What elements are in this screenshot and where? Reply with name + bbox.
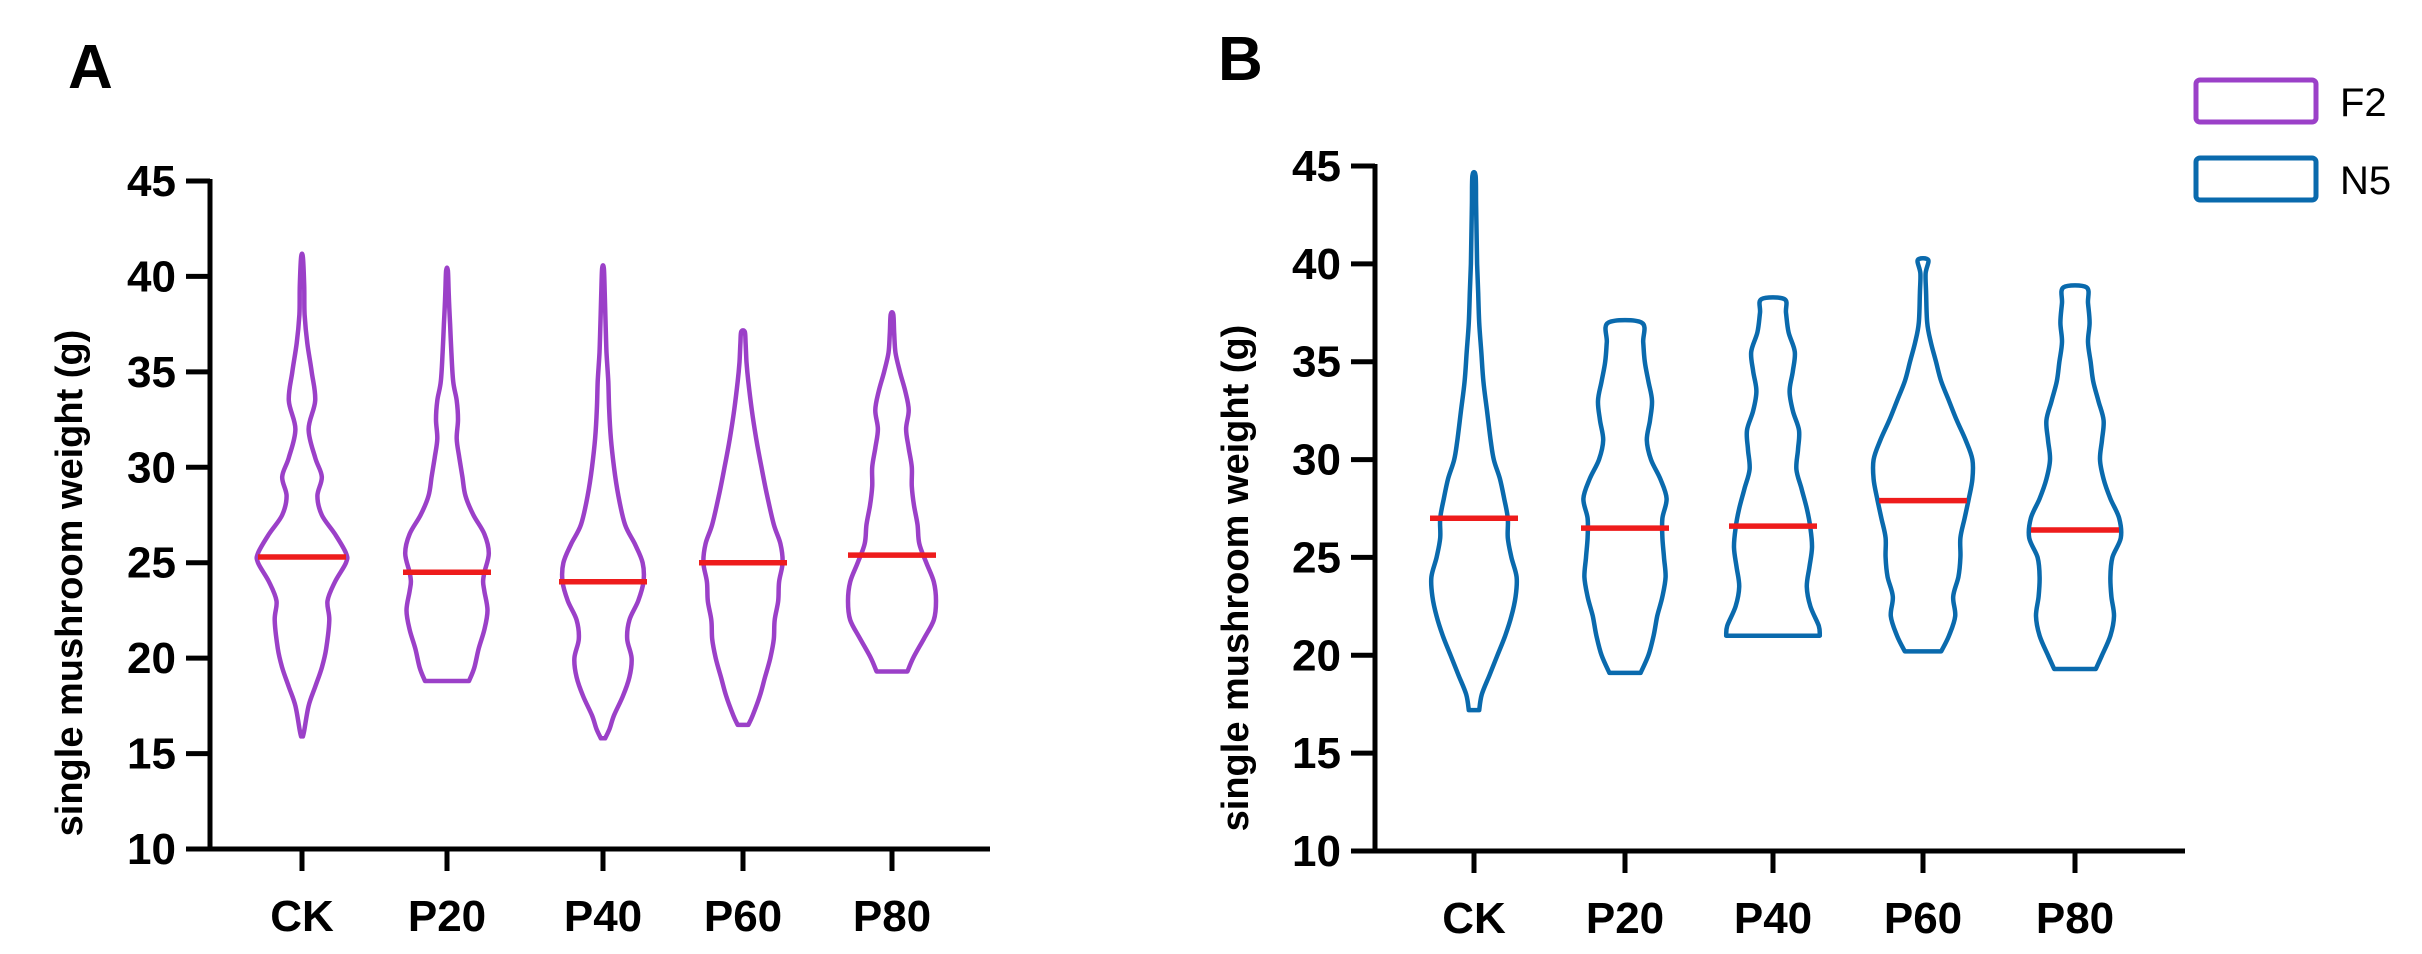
panel-b-violins <box>1428 169 2124 713</box>
violin-n5-p20 <box>1581 317 1669 676</box>
panel-a-axes: 10 15 20 25 30 35 40 45 CK P20 P40 P60 P80 <box>127 157 990 941</box>
y-tick-label: 25 <box>127 539 176 588</box>
violin-f2-p20 <box>402 265 492 684</box>
y-tick-label: 25 <box>1292 533 1341 582</box>
panel-a-label: A <box>68 33 113 102</box>
panel-a-ylabel: single mushroom weight (g) <box>49 330 91 837</box>
y-tick-label: 20 <box>1292 631 1341 680</box>
y-tick-label: 15 <box>1292 729 1341 778</box>
x-tick-label: P20 <box>408 892 486 941</box>
panel-b-ylabel: single mushroom weight (g) <box>1215 325 1257 832</box>
y-tick-label: 35 <box>1292 338 1341 387</box>
x-tick-label: P60 <box>1884 894 1962 943</box>
y-tick-label: 30 <box>1292 436 1341 485</box>
y-tick-label: 45 <box>1292 142 1341 191</box>
violin-n5-p80 <box>2026 283 2124 672</box>
y-tick-label: 40 <box>1292 240 1341 289</box>
y-tick-label: 20 <box>127 634 176 683</box>
panel-b-label: B <box>1218 25 1263 94</box>
panel-b-axes: 10 15 20 25 30 35 40 45 CK P20 P40 P60 P80 <box>1292 142 2185 943</box>
x-tick-label: P40 <box>1734 894 1812 943</box>
panel-a: A single mushroom weight (g) 10 15 20 25 30 3… <box>49 33 990 941</box>
y-tick-label: 10 <box>1292 827 1341 876</box>
panel-b: B single mushroom weight (g) 10 15 20 25 30 3… <box>1215 25 2185 943</box>
legend-label-n5: N5 <box>2340 159 2391 203</box>
x-tick-label: CK <box>270 892 334 941</box>
panel-a-violins <box>254 251 939 741</box>
y-tick-label: 40 <box>127 252 176 301</box>
violin-n5-p40 <box>1723 295 1823 638</box>
y-tick-label: 10 <box>127 825 176 874</box>
y-tick-label: 35 <box>127 348 176 397</box>
x-tick-label: P80 <box>853 892 931 941</box>
legend-swatch-f2 <box>2193 77 2319 125</box>
x-tick-label: P80 <box>2036 894 2114 943</box>
violin-n5-p60 <box>1870 256 1976 654</box>
violin-f2-ck <box>254 251 350 739</box>
violin-n5-ck <box>1428 169 1520 713</box>
x-tick-label: CK <box>1442 894 1506 943</box>
legend-swatch-n5 <box>2193 155 2319 203</box>
y-tick-label: 30 <box>127 443 176 492</box>
legend-label-f2: F2 <box>2340 81 2387 125</box>
violin-f2-p40 <box>559 263 647 741</box>
violin-f2-p60 <box>701 328 785 728</box>
y-tick-label: 45 <box>127 157 176 206</box>
x-tick-label: P40 <box>564 892 642 941</box>
y-tick-label: 15 <box>127 730 176 779</box>
violin-f2-p80 <box>845 309 939 674</box>
legend: F2 N5 <box>2193 77 2391 203</box>
x-tick-label: P60 <box>704 892 782 941</box>
x-tick-label: P20 <box>1586 894 1664 943</box>
